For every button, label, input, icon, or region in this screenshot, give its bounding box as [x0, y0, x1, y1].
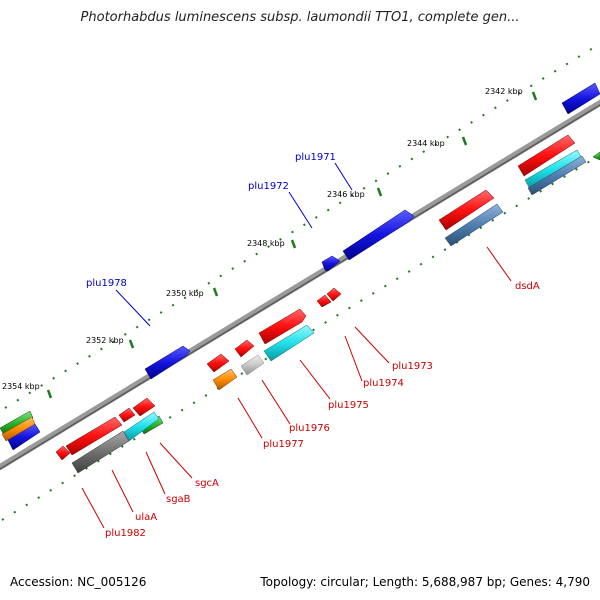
gene-label-plu1974[interactable]: plu1974 [363, 378, 404, 389]
gene-label-plu1975[interactable]: plu1975 [328, 400, 369, 411]
genome-backbone [0, 99, 600, 471]
gene-arrow-plu1971[interactable] [342, 209, 415, 261]
gene-arrow-sgcA-red[interactable] [132, 397, 156, 417]
kbp-label-2346: 2346 kbp [327, 190, 365, 199]
gene-arrow-plu1975[interactable] [263, 324, 315, 362]
kbp-major-ticks [46, 91, 538, 399]
gene-arrow-plu1976[interactable] [240, 354, 265, 376]
gene-label-plu1982[interactable]: plu1982 [105, 528, 146, 539]
kbp-label-2344: 2344 kbp [407, 139, 445, 148]
gene-arrow-plu1970[interactable] [561, 82, 600, 115]
gene-label-plu1978[interactable]: plu1978 [86, 278, 127, 289]
gene-label-plu1973[interactable]: plu1973 [392, 361, 433, 372]
gene-arrow-dsdA-red[interactable] [438, 189, 495, 231]
leader-lines [81, 162, 512, 529]
gene-label-dsdA[interactable]: dsdA [515, 281, 540, 292]
gene-arrow-green-right[interactable] [592, 151, 600, 161]
gene-arrow-plu1977-red[interactable] [206, 353, 230, 373]
gene-arrow-plu1975-red[interactable] [258, 308, 307, 345]
gene-label-sgcA[interactable]: sgcA [195, 478, 219, 489]
accession-text: Accession: NC_005126 [10, 575, 147, 589]
kbp-label-2342: 2342 kbp [485, 87, 523, 96]
outer-tick-track [4, 44, 599, 409]
gene-label-plu1972[interactable]: plu1972 [248, 181, 289, 192]
gene-arrow-plu1972[interactable] [321, 255, 341, 272]
kbp-label-2350: 2350 kbp [166, 289, 204, 298]
map-title: Photorhabdus luminescens subsp. laumondi… [80, 10, 520, 25]
gene-arrow-dsdA[interactable] [444, 203, 504, 247]
gene-arrow-plu1973[interactable] [326, 287, 342, 302]
gene-label-sgaB[interactable]: sgaB [166, 494, 191, 505]
gene-label-plu1971[interactable]: plu1971 [295, 152, 336, 163]
gene-arrow-plu1976-red[interactable] [234, 339, 255, 358]
gene-arrow-plu1974[interactable] [316, 294, 332, 308]
gene-arrow-plu1977[interactable] [212, 368, 238, 391]
kbp-label-2352: 2352 kbp [86, 336, 124, 345]
gene-arrow-plu1978[interactable] [144, 345, 191, 380]
gene-arrow-red-top[interactable] [517, 134, 576, 177]
gene-arrow-orange-left[interactable] [1, 416, 36, 442]
gene-arrow-steel-top[interactable] [527, 155, 587, 196]
kbp-label-2354: 2354 kbp [2, 382, 40, 391]
gene-arrow-sgaB-red[interactable] [118, 407, 136, 423]
genome-summary-text: Topology: circular; Length: 5,688,987 bp… [260, 575, 590, 589]
gene-label-plu1976[interactable]: plu1976 [289, 423, 330, 434]
gene-arrow-plu1982[interactable] [55, 445, 71, 461]
genome-backbone-shadow [0, 104, 600, 470]
kbp-label-2348: 2348 kbp [247, 239, 285, 248]
gene-arrow-ulaA[interactable] [71, 430, 130, 474]
gene-arrow-ulaA-red[interactable] [65, 416, 123, 456]
gene-arrow-green-left[interactable] [0, 410, 34, 436]
gene-label-plu1977[interactable]: plu1977 [263, 439, 304, 450]
gene-label-ulaA[interactable]: ulaA [135, 512, 157, 523]
